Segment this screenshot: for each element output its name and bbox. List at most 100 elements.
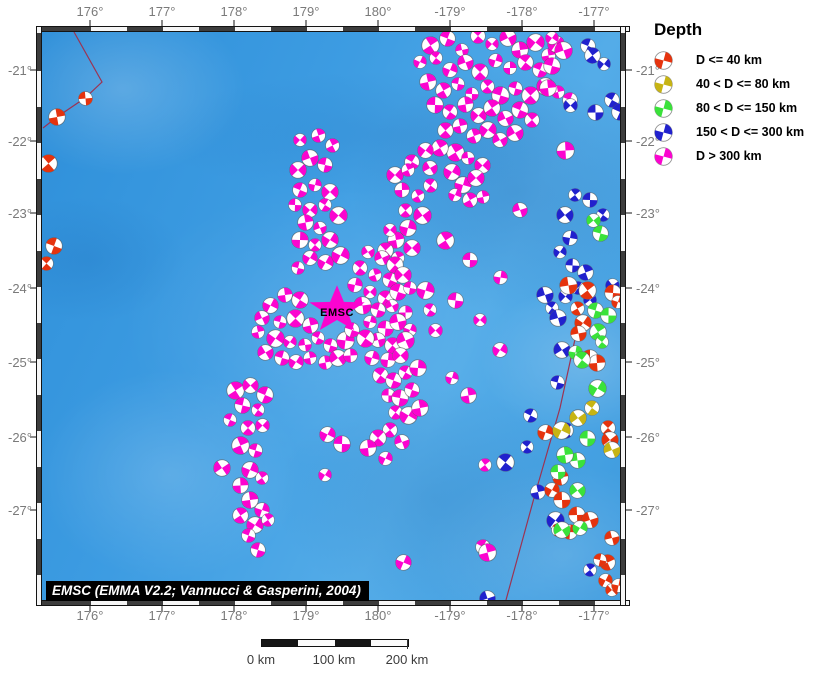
beachball-d300plus: [389, 313, 407, 331]
beachball-d300: [576, 263, 594, 281]
lon-tick-label-top: 176°: [76, 4, 104, 19]
beachball-d300plus: [285, 308, 305, 328]
beachball-d300plus: [391, 389, 409, 407]
lon-tick-top: [593, 20, 595, 26]
beachball-d300plus: [288, 198, 302, 212]
lat-tick-label-left: -26°: [8, 430, 32, 445]
beachball-d300plus: [499, 32, 517, 47]
legend-item-d80: 40 < D <= 80 km: [652, 73, 812, 97]
beachball-d300plus: [525, 32, 545, 52]
beachball-d300plus: [409, 359, 427, 377]
beachball-d300plus: [442, 62, 458, 78]
beachball-d150: [550, 464, 566, 480]
lon-tick-top: [233, 20, 235, 26]
beachball-d300plus: [377, 450, 393, 466]
beachball-d300plus: [240, 420, 256, 436]
beachball-d40: [610, 577, 620, 593]
beachball-d40: [604, 530, 620, 546]
beachball-d300plus: [422, 160, 438, 176]
beachball-d300plus: [277, 287, 293, 303]
beachball-d300plus: [370, 302, 386, 318]
beachball-d300plus: [291, 291, 309, 309]
beachball-d300plus: [454, 176, 472, 194]
beachball-d300plus: [496, 109, 514, 127]
beachball-d300plus: [434, 81, 452, 99]
beachball-d300plus: [301, 149, 319, 167]
beachball-d300plus: [371, 366, 389, 384]
beachball-d300plus: [411, 189, 425, 203]
beachball-d300plus: [308, 238, 322, 252]
lon-tick-bottom: [161, 606, 163, 612]
beachball-d300plus: [383, 223, 397, 237]
scale-bar-segment: [335, 640, 371, 646]
lon-tick-label-bottom: 180°: [364, 608, 392, 623]
lat-tick-right: [626, 69, 632, 71]
lat-tick-label-left: -21°: [8, 63, 32, 78]
beachball-d300plus: [511, 41, 529, 59]
beachball-d40: [569, 300, 585, 316]
beachball-d40: [558, 275, 578, 295]
beachball-d300plus: [470, 32, 486, 44]
lat-tick-label-left: -27°: [8, 503, 32, 518]
lon-tick-top: [377, 20, 379, 26]
beachball-d300plus: [507, 80, 523, 96]
beachball-d300plus: [553, 40, 573, 60]
lat-tick-left: [30, 287, 36, 289]
legend-beachball-d150: [654, 99, 673, 118]
beachball-d40: [577, 280, 597, 300]
beachball-d300plus: [436, 121, 454, 139]
beachball-d300plus: [359, 439, 377, 457]
legend-label-d40: D <= 40 km: [696, 53, 763, 67]
beachball-d300plus: [296, 213, 314, 231]
beachball-d300plus: [292, 182, 308, 198]
beachball-d300plus: [394, 182, 410, 198]
beachball-d300plus: [288, 354, 304, 370]
beachball-d300: [530, 484, 546, 500]
scale-bar-label: 200 km: [385, 652, 429, 667]
beachball-d300plus: [423, 303, 437, 317]
lon-tick-bottom: [89, 606, 91, 612]
legend-beachball-d300: [654, 123, 673, 142]
legend-beachball-d40: [654, 51, 673, 70]
beachball-d300plus: [223, 413, 237, 427]
beachball-d300plus: [404, 382, 420, 398]
beachball-d300plus: [303, 351, 317, 365]
beachball-d300: [604, 92, 620, 108]
beachball-d40: [611, 295, 620, 309]
beachball-d300plus: [255, 471, 269, 485]
lon-tick-label-bottom: -178°: [506, 608, 538, 623]
beachball-d300plus: [328, 205, 348, 225]
beachball-d300plus: [395, 330, 415, 350]
beachball-d300plus: [477, 542, 497, 562]
beachball-d300plus: [261, 513, 275, 527]
beachball-d300plus: [352, 260, 368, 276]
beachball-d300plus: [213, 459, 231, 477]
beachball-d300plus: [387, 404, 403, 420]
beachball-d150: [586, 301, 604, 319]
lat-tick-label-right: -23°: [636, 206, 660, 221]
beachball-d300plus: [382, 272, 398, 288]
beachball-d300plus: [316, 253, 334, 271]
beachball-d300plus: [516, 53, 534, 71]
lat-tick-label-left: -22°: [8, 134, 32, 149]
scale-bar-label: 0 km: [246, 652, 276, 667]
beachball-d300plus: [394, 553, 412, 571]
lon-tick-label-top: -179°: [434, 4, 466, 19]
beachball-d300plus: [251, 403, 265, 417]
beachball-d300plus: [476, 190, 490, 204]
legend-item-d150: 80 < D <= 150 km: [652, 97, 812, 121]
beachball-d300plus: [374, 250, 390, 266]
beachball-d300: [556, 206, 574, 224]
lon-tick-label-top: 177°: [148, 4, 176, 19]
beachball-d300plus: [422, 177, 438, 193]
beachball-d300plus: [291, 231, 309, 249]
lon-tick-label-bottom: -179°: [434, 608, 466, 623]
beachball-d300plus: [399, 219, 417, 237]
beachball-d300plus: [261, 296, 279, 314]
beachball-d300plus: [256, 343, 274, 361]
beachball-d40: [544, 482, 560, 498]
lat-tick-right: [626, 140, 632, 142]
beachball-d300plus: [473, 313, 487, 327]
beachball-d300plus: [385, 299, 399, 313]
